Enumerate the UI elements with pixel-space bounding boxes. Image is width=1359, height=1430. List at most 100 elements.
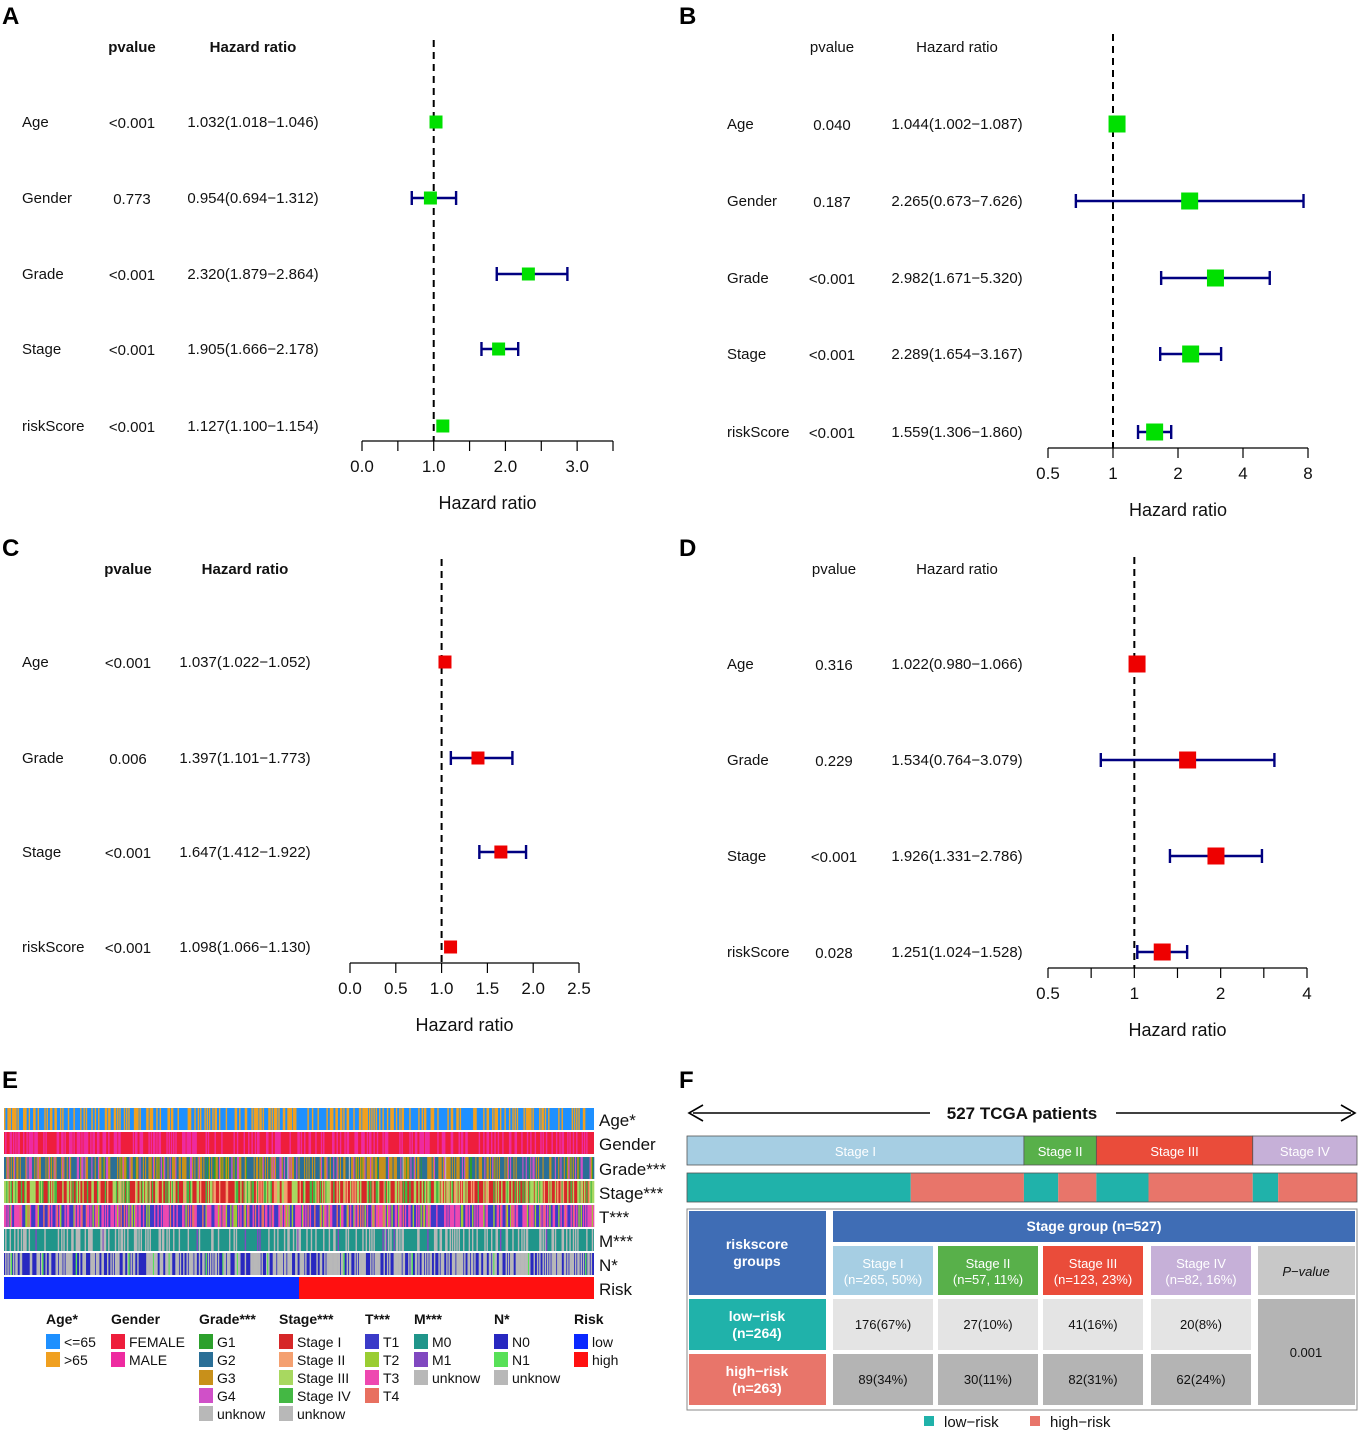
legend-label: M1 bbox=[432, 1352, 452, 1368]
heatmap-cell bbox=[310, 1229, 313, 1251]
heatmap-cell bbox=[44, 1108, 46, 1130]
x-tick-label: 0.5 bbox=[1036, 984, 1060, 1003]
heatmap-cell bbox=[532, 1157, 534, 1179]
heatmap-cell bbox=[199, 1157, 202, 1179]
heatmap-cell bbox=[419, 1157, 421, 1179]
heatmap-cell bbox=[100, 1229, 102, 1251]
heatmap-cell bbox=[123, 1108, 126, 1130]
heatmap-cell bbox=[363, 1108, 365, 1130]
heatmap-cell bbox=[515, 1205, 518, 1227]
heatmap-cell bbox=[114, 1157, 117, 1179]
heatmap-cell bbox=[103, 1132, 106, 1154]
heatmap-cell bbox=[94, 1108, 97, 1130]
heatmap-cell bbox=[253, 1108, 256, 1130]
heatmap-cell bbox=[394, 1181, 397, 1203]
heatmap-cell bbox=[426, 1132, 428, 1154]
heatmap-cell bbox=[379, 1108, 381, 1130]
heatmap-cell bbox=[365, 1108, 368, 1130]
heatmap-cell bbox=[265, 1132, 268, 1154]
heatmap-cell bbox=[323, 1205, 325, 1227]
heatmap-cell bbox=[437, 1132, 439, 1154]
heatmap-cell bbox=[486, 1229, 488, 1251]
heatmap-cell bbox=[385, 1229, 388, 1251]
heatmap-cell bbox=[101, 1253, 103, 1275]
heatmap-cell bbox=[265, 1181, 268, 1203]
heatmap-cell bbox=[95, 1205, 98, 1227]
heatmap-cell bbox=[217, 1157, 220, 1179]
heatmap-cell bbox=[458, 1253, 460, 1275]
heatmap-cell bbox=[571, 1253, 574, 1275]
heatmap-cell bbox=[175, 1253, 177, 1275]
heatmap-cell bbox=[458, 1181, 460, 1203]
heatmap-cell bbox=[513, 1157, 515, 1179]
heatmap-cell bbox=[260, 1181, 262, 1203]
heatmap-cell bbox=[330, 1108, 333, 1130]
heatmap-cell bbox=[15, 1132, 17, 1154]
heatmap-cell bbox=[215, 1108, 218, 1130]
heatmap-cell bbox=[168, 1157, 170, 1179]
heatmap-cell bbox=[420, 1132, 422, 1154]
heatmap-cell bbox=[285, 1181, 287, 1203]
heatmap-cell bbox=[390, 1108, 392, 1130]
heatmap-cell bbox=[588, 1253, 590, 1275]
heatmap-cell bbox=[187, 1205, 190, 1227]
heatmap-cell bbox=[587, 1205, 589, 1227]
heatmap-cell bbox=[487, 1108, 490, 1130]
heatmap-cell bbox=[436, 1205, 438, 1227]
legend-label: N0 bbox=[512, 1334, 530, 1350]
count-cell-text: 89(34%) bbox=[858, 1372, 907, 1387]
heatmap-cell bbox=[386, 1157, 389, 1179]
heatmap-cell bbox=[330, 1205, 333, 1227]
heatmap-track bbox=[4, 1132, 594, 1154]
heatmap-cell bbox=[391, 1108, 393, 1130]
heatmap-cell bbox=[285, 1205, 287, 1227]
heatmap-cell bbox=[98, 1205, 100, 1227]
heatmap-cell bbox=[156, 1253, 158, 1275]
x-axis-title: Hazard ratio bbox=[438, 493, 536, 513]
heatmap-cell bbox=[558, 1205, 560, 1227]
heatmap-cell bbox=[382, 1108, 384, 1130]
row-pvalue: 0.040 bbox=[813, 117, 851, 134]
heatmap-cell bbox=[559, 1157, 561, 1179]
heatmap-cell bbox=[433, 1253, 436, 1275]
heatmap-cell bbox=[30, 1181, 33, 1203]
heatmap-cell bbox=[290, 1253, 293, 1275]
heatmap-cell bbox=[298, 1157, 300, 1179]
heatmap-cell bbox=[82, 1253, 84, 1275]
heatmap-cell bbox=[288, 1157, 290, 1179]
heatmap-cell bbox=[525, 1205, 528, 1227]
heatmap-cell bbox=[424, 1181, 427, 1203]
heatmap-cell bbox=[113, 1132, 116, 1154]
heatmap-cell bbox=[207, 1253, 210, 1275]
heatmap-cell bbox=[183, 1157, 185, 1179]
heatmap-cell bbox=[104, 1229, 107, 1251]
heatmap-cell bbox=[511, 1157, 513, 1179]
heatmap-cell bbox=[583, 1181, 586, 1203]
legend-title: Age* bbox=[46, 1311, 78, 1327]
heatmap-cell bbox=[345, 1157, 347, 1179]
heatmap-cell bbox=[161, 1229, 164, 1251]
heatmap-cell bbox=[526, 1181, 529, 1203]
heatmap-cell bbox=[289, 1157, 291, 1179]
heatmap-cell bbox=[514, 1132, 516, 1154]
heatmap-cell bbox=[536, 1181, 539, 1203]
heatmap-cell bbox=[542, 1132, 544, 1154]
heatmap-cell bbox=[123, 1181, 126, 1203]
heatmap-cell bbox=[577, 1229, 579, 1251]
heatmap-cell bbox=[332, 1253, 334, 1275]
heatmap-cell bbox=[436, 1229, 438, 1251]
heatmap-cell bbox=[306, 1157, 308, 1179]
heatmap-cell bbox=[336, 1157, 338, 1179]
heatmap-cell bbox=[542, 1253, 544, 1275]
heatmap-cell bbox=[276, 1157, 278, 1179]
heatmap-cell bbox=[379, 1253, 381, 1275]
heatmap-cell bbox=[98, 1132, 100, 1154]
heatmap-cell bbox=[15, 1181, 17, 1203]
heatmap-cell bbox=[395, 1108, 398, 1130]
heatmap-cell bbox=[287, 1229, 289, 1251]
heatmap-cell bbox=[235, 1253, 238, 1275]
heatmap-cell bbox=[17, 1205, 19, 1227]
heatmap-cell bbox=[544, 1205, 547, 1227]
heatmap-cell bbox=[166, 1132, 168, 1154]
heatmap-cell bbox=[106, 1181, 109, 1203]
